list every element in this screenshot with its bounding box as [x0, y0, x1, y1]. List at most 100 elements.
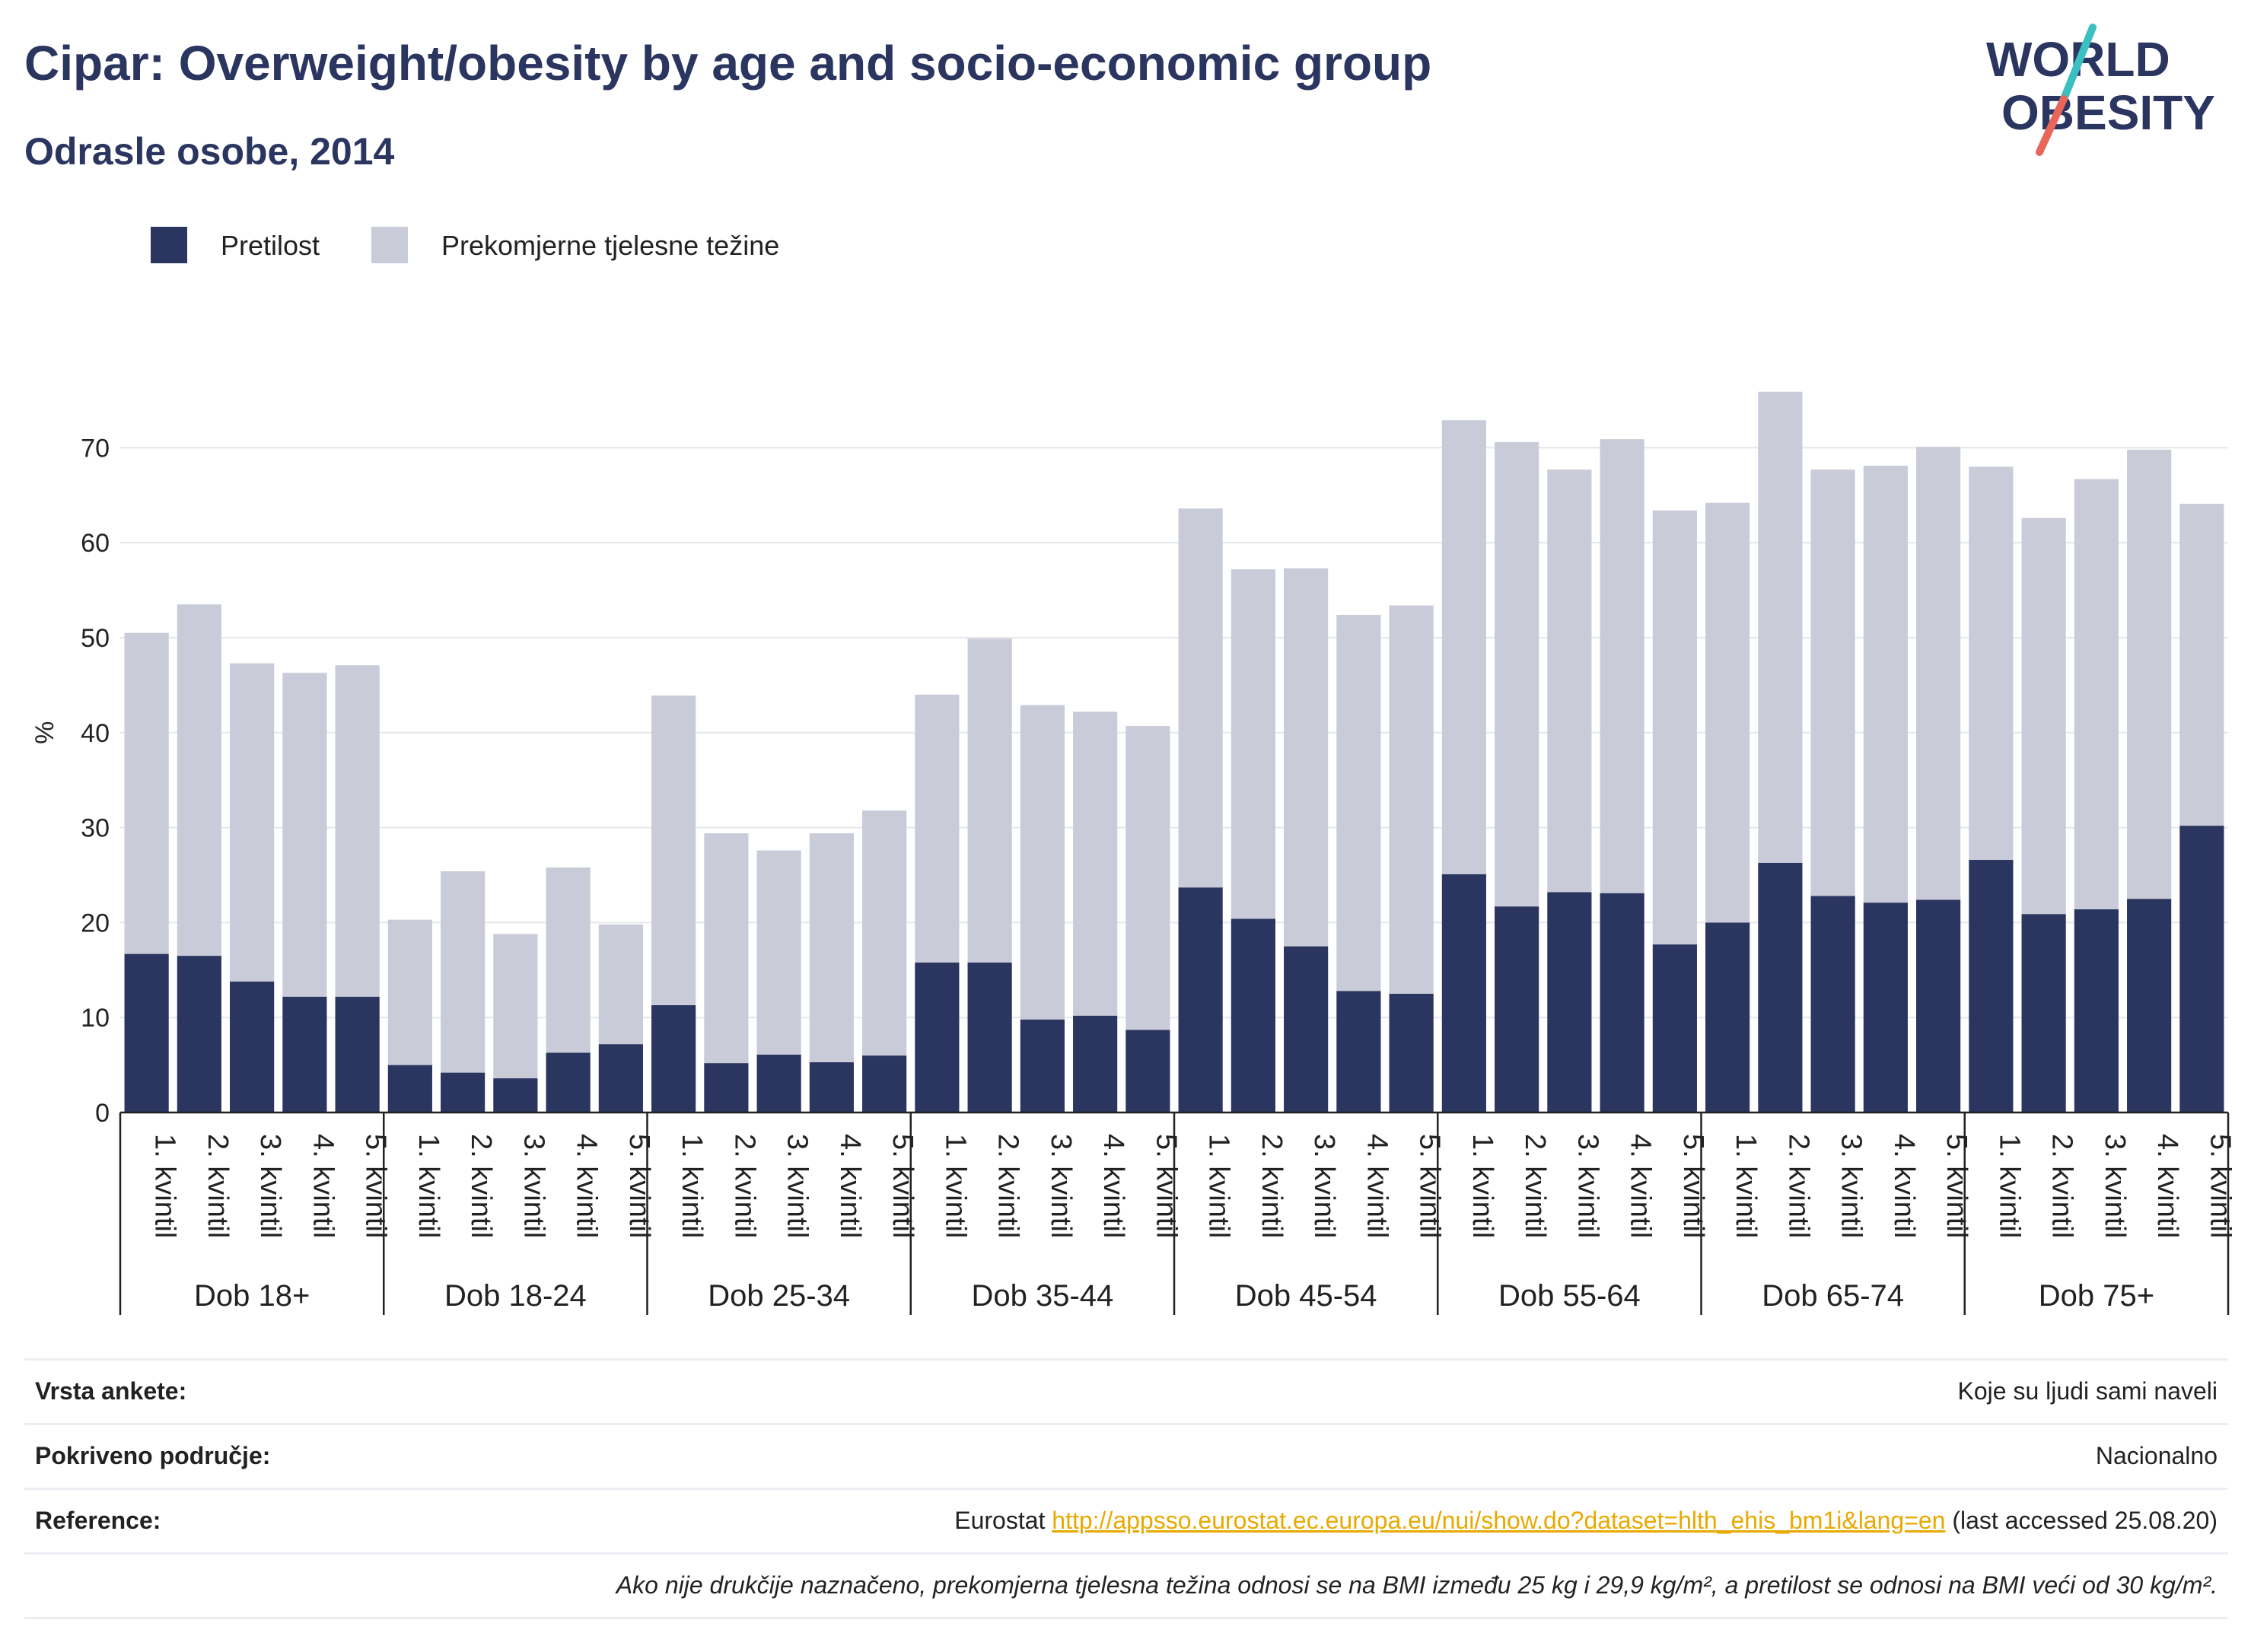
bar-overweight	[387, 919, 432, 1065]
bar-overweight	[177, 604, 221, 957]
bar-obesity	[1652, 944, 1697, 1112]
bar-overweight	[441, 871, 486, 1073]
x-category-label: 3. kvintil	[1571, 1134, 1603, 1238]
x-category-label: 4. kvintil	[571, 1134, 603, 1238]
x-category-label: 2. kvintil	[1782, 1134, 1814, 1238]
x-category-label: 1. kvintil	[1730, 1134, 1762, 1238]
bar-obesity	[1178, 887, 1223, 1112]
meta-key-reference: Reference:	[35, 1507, 161, 1534]
x-category-label: 2. kvintil	[992, 1134, 1024, 1238]
bar-obesity	[493, 1078, 538, 1112]
bar-obesity	[1916, 899, 1961, 1112]
bar-overweight	[1810, 469, 1855, 896]
x-category-label: 4. kvintil	[307, 1134, 339, 1238]
bar-overweight	[1863, 466, 1908, 903]
reference-link[interactable]: http://appsso.eurostat.ec.europa.eu/nui/…	[1052, 1507, 1946, 1534]
bar-overweight	[915, 694, 960, 963]
bar-overweight	[704, 833, 749, 1064]
bar-obesity	[651, 1004, 696, 1112]
bar-obesity	[441, 1072, 486, 1112]
legend-swatch-overweight	[371, 227, 408, 263]
bar-obesity	[704, 1063, 749, 1112]
bar-overweight	[1284, 568, 1329, 947]
y-axis-title: %	[30, 721, 59, 744]
bar-overweight	[2179, 504, 2224, 826]
y-tick-label: 70	[81, 434, 110, 463]
bar-obesity	[282, 996, 327, 1112]
bar-obesity	[335, 996, 380, 1112]
x-category-label: 5. kvintil	[2204, 1134, 2236, 1238]
bar-obesity	[2127, 899, 2172, 1112]
bar-obesity	[2074, 909, 2119, 1112]
bar-obesity	[915, 962, 960, 1112]
y-tick-label: 20	[81, 909, 110, 937]
reference-suffix: (last accessed 25.08.20)	[1945, 1507, 2218, 1534]
bar-obesity	[230, 981, 275, 1112]
bar-overweight	[1758, 391, 1803, 863]
x-group-label: Dob 18+	[194, 1279, 310, 1313]
x-category-label: 1. kvintil	[939, 1134, 971, 1238]
x-category-label: 5. kvintil	[1941, 1134, 1972, 1238]
bar-overweight	[1969, 466, 2014, 861]
y-tick-label: 30	[81, 814, 110, 843]
x-category-label: 3. kvintil	[254, 1134, 286, 1238]
bar-obesity	[1495, 906, 1539, 1112]
x-category-label: 2. kvintil	[202, 1134, 234, 1238]
x-category-label: 4. kvintil	[1625, 1134, 1657, 1238]
x-category-label: 4. kvintil	[1361, 1134, 1393, 1238]
x-category-label: 3. kvintil	[1836, 1134, 1867, 1238]
x-category-label: 3. kvintil	[517, 1134, 549, 1238]
logo-word-obesity: OBESITY	[2001, 85, 2215, 140]
bar-overweight	[651, 695, 696, 1005]
bar-obesity	[1441, 874, 1486, 1112]
bar-overweight	[282, 673, 327, 997]
x-category-label: 1. kvintil	[1993, 1134, 2025, 1238]
x-category-label: 1. kvintil	[1203, 1134, 1235, 1238]
bar-overweight	[335, 665, 380, 997]
meta-value-survey-type: Koje su ljudi sami naveli	[1957, 1377, 2218, 1405]
x-category-label: 4. kvintil	[834, 1134, 866, 1238]
bar-overweight	[1336, 615, 1381, 992]
x-group-label: Dob 25-34	[708, 1279, 850, 1313]
meta-key-coverage: Pokriveno područje:	[35, 1442, 271, 1469]
metadata-table: Vrsta ankete: Koje su ljudi sami naveli …	[24, 1358, 2228, 1619]
bar-overweight	[230, 663, 275, 982]
x-category-label: 3. kvintil	[782, 1134, 813, 1238]
x-category-label: 1. kvintil	[412, 1134, 444, 1238]
bar-obesity	[1600, 893, 1644, 1112]
logo-slash-red	[2036, 95, 2068, 156]
x-category-label: 2. kvintil	[2046, 1134, 2078, 1238]
bar-obesity	[1284, 946, 1329, 1112]
bar-overweight	[1652, 510, 1697, 945]
bar-overweight	[1231, 569, 1275, 919]
x-category-label: 3. kvintil	[1308, 1134, 1340, 1238]
bar-overweight	[756, 850, 801, 1055]
x-category-label: 1. kvintil	[1466, 1134, 1498, 1238]
x-category-label: 3. kvintil	[2099, 1134, 2131, 1238]
x-category-label: 5. kvintil	[887, 1134, 919, 1238]
bar-obesity	[1126, 1030, 1170, 1112]
x-group-label: Dob 35-44	[971, 1279, 1113, 1313]
bar-obesity	[967, 962, 1012, 1112]
bar-overweight	[1389, 605, 1434, 994]
bar-obesity	[598, 1044, 643, 1112]
x-group-label: Dob 75+	[2039, 1279, 2154, 1313]
x-group-label: Dob 45-54	[1235, 1279, 1377, 1313]
bar-obesity	[756, 1054, 801, 1112]
chart-subtitle: Odrasle osobe, 2014	[24, 130, 395, 173]
y-tick-label: 50	[81, 624, 110, 653]
bar-overweight	[1916, 447, 1961, 900]
x-category-label: 4. kvintil	[1097, 1134, 1129, 1238]
x-category-label: 2. kvintil	[1256, 1134, 1288, 1238]
logo-slash-teal	[2060, 24, 2097, 103]
reference-prefix: Eurostat	[954, 1507, 1052, 1534]
meta-row-note: Ako nije drukčije naznačeno, prekomjerna…	[24, 1552, 2228, 1619]
bar-overweight	[1495, 441, 1539, 907]
chart-title: Cipar: Overweight/obesity by age and soc…	[24, 36, 1432, 91]
bar-obesity	[546, 1052, 591, 1112]
x-category-label: 2. kvintil	[728, 1134, 760, 1238]
bar-obesity	[2179, 826, 2224, 1112]
x-category-label: 2. kvintil	[465, 1134, 497, 1238]
bar-overweight	[546, 867, 591, 1053]
bar-obesity	[1705, 922, 1750, 1112]
